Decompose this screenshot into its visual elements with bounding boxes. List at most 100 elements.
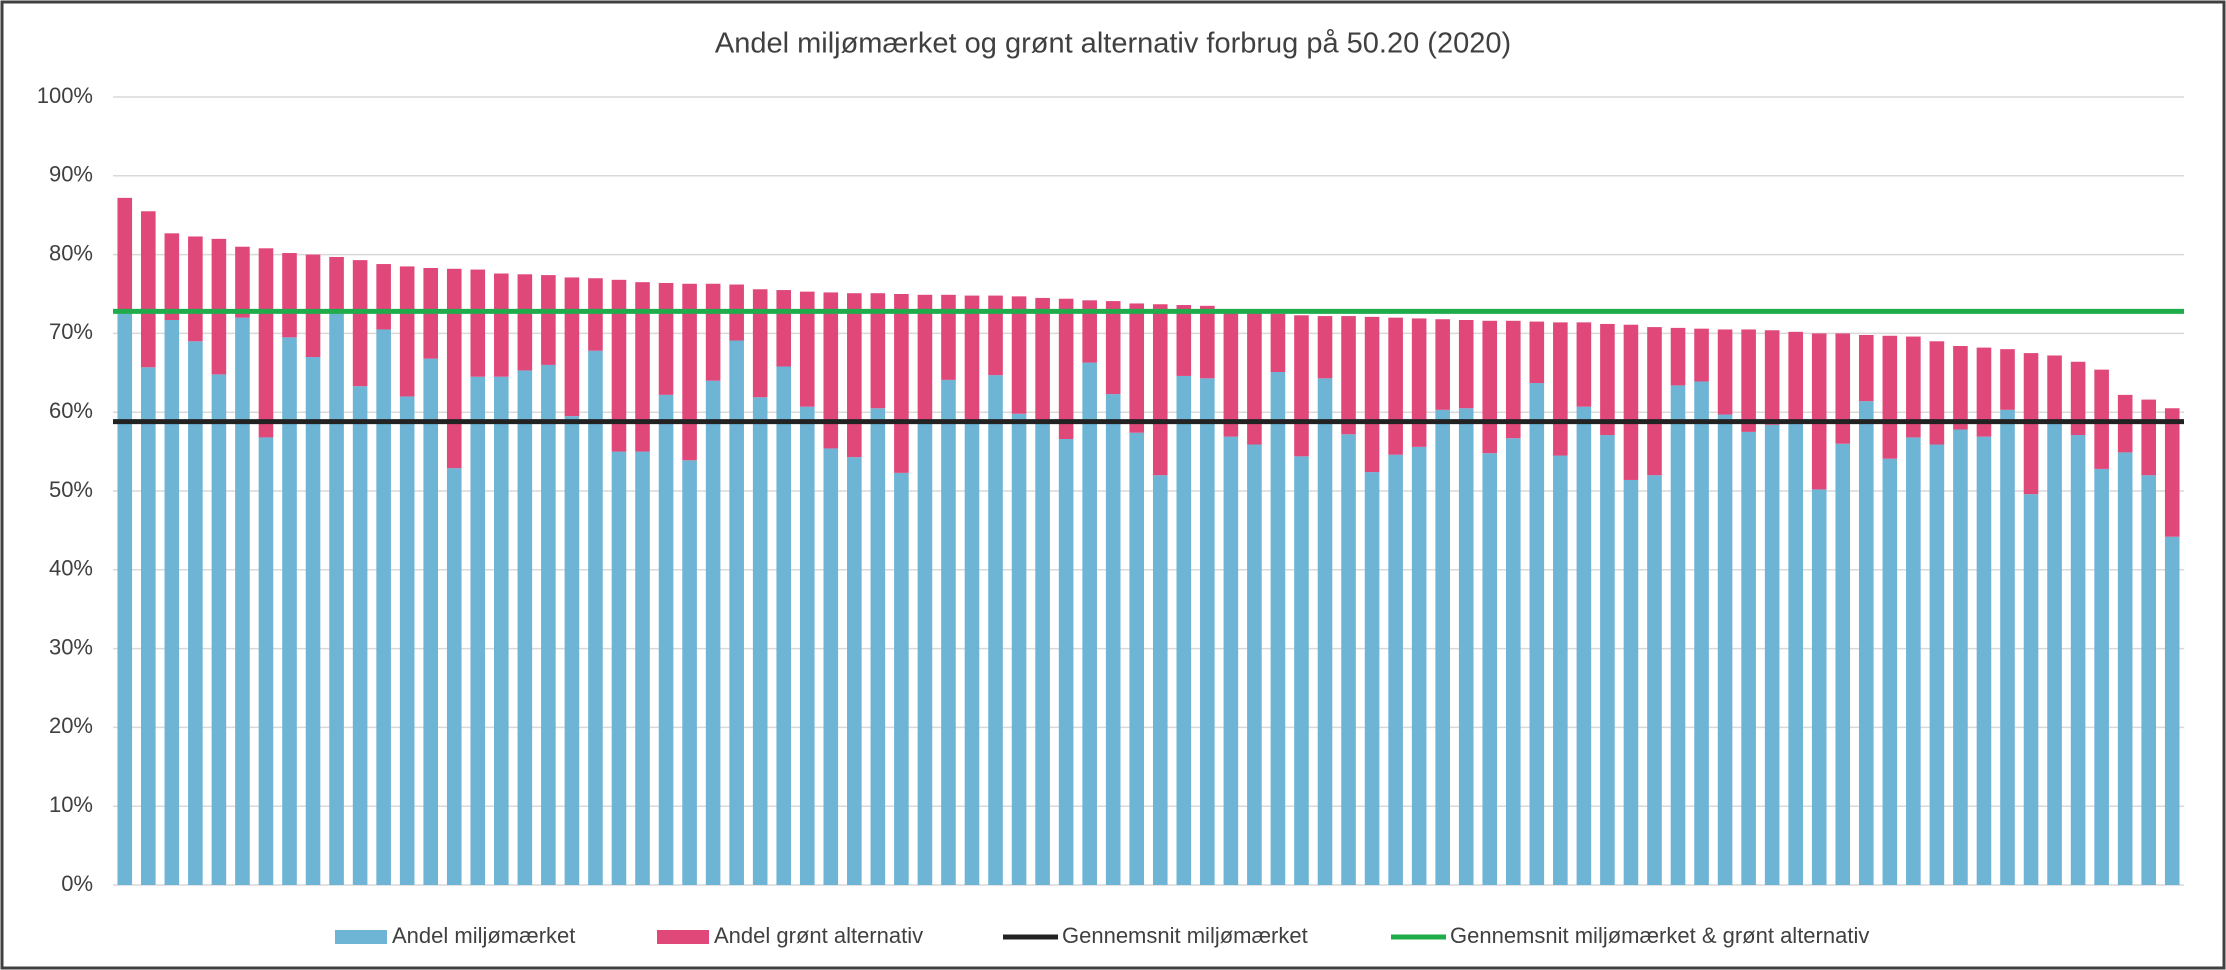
bar-segment: [941, 379, 956, 885]
bar-segment: [988, 295, 1003, 376]
bar-segment: [658, 282, 674, 395]
bar-segment: [2023, 494, 2039, 885]
bar-segment: [517, 274, 533, 371]
bar-segment: [2094, 468, 2109, 885]
y-tick-label: 10%: [49, 792, 93, 817]
bar-segment: [494, 273, 509, 377]
bar-segment: [1458, 320, 1474, 409]
bar-segment: [1835, 333, 1851, 444]
y-tick-label: 90%: [49, 162, 93, 187]
bar-segment: [2000, 349, 2015, 410]
y-tick-label: 50%: [49, 477, 93, 502]
bar-segment: [2047, 355, 2062, 421]
legend-label: Gennemsnit miljømærket: [1062, 923, 1308, 948]
bar-segment: [1882, 458, 1898, 885]
bar-segment: [705, 380, 721, 885]
bar-segment: [917, 294, 933, 421]
bar-segment: [2164, 536, 2180, 885]
bar-segment: [847, 457, 862, 885]
bar-segment: [588, 350, 603, 886]
bar-segment: [1247, 312, 1262, 445]
bar-segment: [1341, 316, 1356, 435]
bar-segment: [1858, 334, 1874, 402]
y-tick-label: 70%: [49, 319, 93, 344]
bar-segment: [470, 376, 486, 885]
bar-segment: [1435, 319, 1450, 410]
bar-segment: [1623, 479, 1639, 885]
bar-segment: [1576, 322, 1592, 407]
bar-segment: [2047, 420, 2062, 885]
bar-segment: [752, 289, 768, 398]
bar-segment: [1623, 324, 1639, 480]
bar-segment: [1152, 475, 1168, 885]
bar-segment: [611, 279, 627, 452]
bar-segment: [211, 374, 227, 885]
y-tick-label: 40%: [49, 556, 93, 581]
bar-segment: [1505, 438, 1521, 885]
bar-segment: [1176, 375, 1192, 885]
bar-segment: [211, 238, 227, 375]
bar-segment: [1600, 435, 1615, 885]
bar-segment: [258, 437, 274, 885]
legend-label: Andel miljømærket: [392, 923, 575, 948]
bar-segment: [870, 408, 886, 885]
bar-segment: [1223, 436, 1239, 885]
bar-segment: [1576, 406, 1592, 885]
bar-segment: [1670, 327, 1686, 386]
bar-segment: [1105, 301, 1121, 395]
bar-segment: [1223, 311, 1239, 437]
bar-segment: [1247, 444, 1262, 885]
bar-segment: [1035, 419, 1050, 885]
bar-segment: [2164, 408, 2180, 537]
bar-segment: [1294, 315, 1309, 457]
bar-segment: [1082, 362, 1097, 885]
bar-segment: [1906, 336, 1921, 438]
bar-segment: [1411, 318, 1427, 447]
bar-segment: [1364, 316, 1380, 473]
bar-segment: [1341, 434, 1356, 885]
bar-segment: [235, 317, 250, 885]
bar-segment: [941, 294, 956, 380]
bar-segment: [2141, 475, 2156, 885]
bar-segment: [1694, 381, 1709, 885]
bar-segment: [1129, 432, 1145, 885]
bar-segment: [2000, 409, 2015, 885]
bar-segment: [1694, 328, 1709, 382]
bar-segment: [1129, 303, 1145, 433]
bar-segment: [1858, 401, 1874, 885]
bar-segment: [1388, 317, 1403, 455]
bar-segment: [2141, 399, 2156, 476]
bar-segment: [352, 386, 368, 885]
bar-segment: [1058, 298, 1074, 439]
bar-segment: [305, 254, 321, 358]
bar-segment: [1788, 422, 1803, 885]
bar-segment: [141, 367, 156, 885]
bar-segment: [1011, 413, 1027, 885]
bar-segment: [917, 420, 933, 885]
bar-segment: [799, 291, 815, 407]
bar-segment: [1764, 330, 1780, 425]
bar-segment: [470, 269, 486, 377]
legend-swatch: [335, 930, 387, 944]
bar-segment: [588, 278, 603, 351]
bar-segment: [188, 236, 203, 342]
bar-segment: [2070, 435, 2086, 885]
bar-segment: [964, 420, 980, 885]
bar-segment: [399, 266, 415, 397]
bar-segment: [1082, 300, 1097, 363]
bar-segment: [1953, 429, 1968, 885]
bar-segment: [2070, 361, 2086, 436]
legend-label: Gennemsnit miljømærket & grønt alternati…: [1450, 923, 1869, 948]
bar-segment: [329, 313, 344, 885]
bar-segment: [1482, 320, 1498, 454]
bar-segment: [1953, 346, 1968, 430]
bar-segment: [682, 283, 697, 461]
bar-segment: [1976, 436, 1992, 885]
bar-segment: [1647, 327, 1662, 476]
bar-segment: [541, 275, 556, 365]
bar-segment: [376, 329, 391, 886]
bar-segment: [611, 451, 627, 885]
bar-segment: [1364, 472, 1380, 885]
bar-segment: [894, 472, 909, 885]
bar-segment: [799, 406, 815, 885]
